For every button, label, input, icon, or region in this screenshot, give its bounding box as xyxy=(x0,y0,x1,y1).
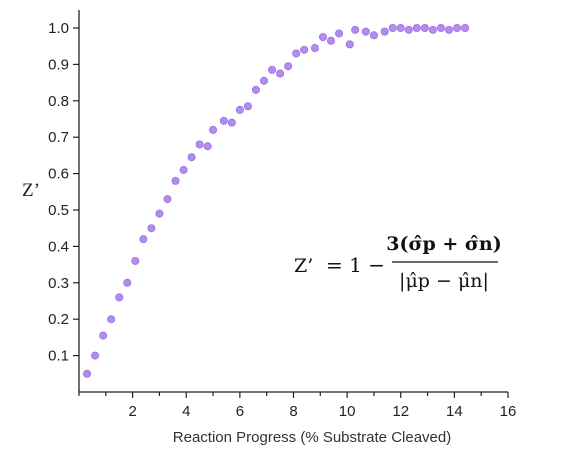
data-point xyxy=(243,102,252,111)
x-tick-label: 14 xyxy=(446,403,463,420)
data-point xyxy=(412,23,421,32)
formula-denominator: |μ̂p − μ̂n| xyxy=(399,270,489,292)
data-point xyxy=(300,45,309,54)
data-point xyxy=(327,36,336,45)
data-point xyxy=(107,315,116,324)
x-axis-title: Reaction Progress (% Substrate Cleaved) xyxy=(173,429,451,446)
x-tick-label: 6 xyxy=(236,403,244,420)
data-point xyxy=(139,235,148,244)
data-point xyxy=(83,369,92,378)
x-tick-label: 16 xyxy=(500,403,517,420)
data-point xyxy=(99,331,108,340)
data-point xyxy=(187,153,196,162)
y-tick-label: 0.8 xyxy=(48,93,69,110)
data-point xyxy=(179,165,188,174)
data-point xyxy=(361,27,370,36)
x-tick-label: 12 xyxy=(392,403,409,420)
data-point xyxy=(91,351,100,360)
y-tick-label: 1.0 xyxy=(48,20,69,37)
y-axis-title: Z’ xyxy=(22,180,40,201)
data-point xyxy=(260,76,269,85)
data-point xyxy=(428,25,437,34)
y-tick-label: 0.6 xyxy=(48,166,69,183)
data-point xyxy=(404,25,413,34)
data-point xyxy=(292,49,301,58)
y-tick-label: 0.4 xyxy=(48,238,69,255)
y-tick-label: 0.7 xyxy=(48,129,69,146)
x-tick-label: 4 xyxy=(182,403,190,420)
data-point xyxy=(388,23,397,32)
x-tick-label: 8 xyxy=(289,403,297,420)
data-point xyxy=(227,118,236,127)
formula-lhs: Z’ xyxy=(294,255,313,277)
data-point xyxy=(396,23,405,32)
formula-numerator: 3(σ̂p + σ̂n) xyxy=(386,233,501,255)
data-point xyxy=(209,125,218,134)
data-point xyxy=(276,69,285,78)
data-point xyxy=(163,195,172,204)
x-tick-label: 10 xyxy=(339,403,356,420)
data-point xyxy=(268,65,277,74)
data-point xyxy=(351,25,360,34)
data-point xyxy=(345,40,354,49)
data-point xyxy=(436,23,445,32)
x-tick-label: 2 xyxy=(128,403,136,420)
data-point xyxy=(219,116,228,125)
data-point xyxy=(453,23,462,32)
data-point xyxy=(310,44,319,53)
data-point xyxy=(318,33,327,42)
data-point xyxy=(123,278,132,287)
data-point xyxy=(445,25,454,34)
data-point xyxy=(171,176,180,185)
data-point xyxy=(420,23,429,32)
data-point xyxy=(115,293,124,302)
data-point xyxy=(461,23,470,32)
y-tick-label: 0.3 xyxy=(48,275,69,292)
data-point xyxy=(380,27,389,36)
data-point xyxy=(335,29,344,38)
y-tick-label: 0.5 xyxy=(48,202,69,219)
data-point xyxy=(155,209,164,218)
formula-annotation: Z’ = 1 − 3(σ̂p + σ̂n) |μ̂p − μ̂n| xyxy=(294,233,502,292)
y-tick-label: 0.9 xyxy=(48,56,69,73)
data-point xyxy=(131,256,140,265)
data-point xyxy=(147,224,156,233)
data-point xyxy=(369,31,378,40)
data-point xyxy=(203,142,212,151)
data-point xyxy=(235,105,244,114)
axes: 0.1 0.2 0.3 0.4 0.5 0.6 0.7 0.8 0.9 1.0 2 4 6 8 10 12 14… xyxy=(48,10,516,420)
data-point xyxy=(284,62,293,71)
formula-equals: = 1 − xyxy=(326,253,385,277)
data-point xyxy=(195,140,204,149)
data-points xyxy=(83,23,470,378)
data-point xyxy=(251,85,260,94)
y-tick-label: 0.1 xyxy=(48,348,69,365)
y-tick-label: 0.2 xyxy=(48,311,69,328)
